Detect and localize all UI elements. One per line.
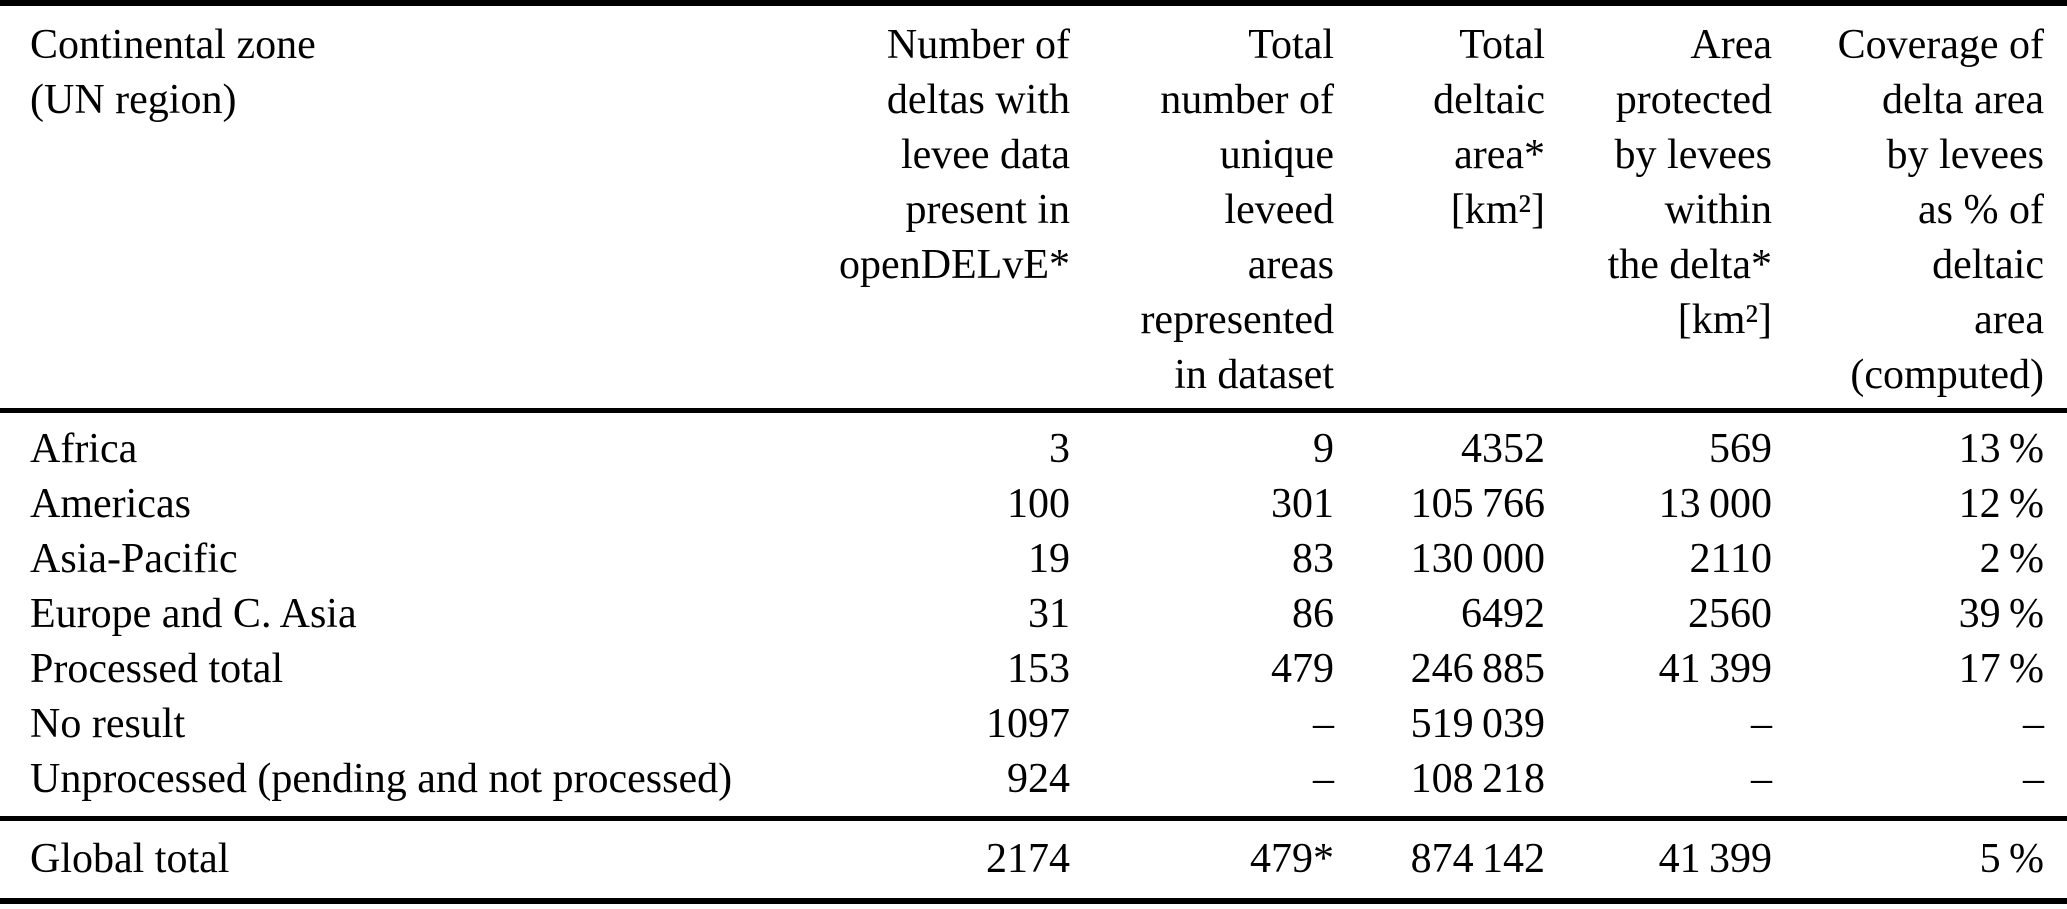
protected-area-cell: 13 000 <box>1658 481 1772 527</box>
zone-cell: Processed total <box>30 646 284 692</box>
leveed-areas-cell: 301 <box>1271 481 1334 527</box>
table-row-europe-c-asia: Europe and C. Asia 31 86 6492 2560 39 % <box>0 587 2067 642</box>
coverage-cell: 39 % <box>1958 591 2044 637</box>
coverage-cell: 17 % <box>1958 646 2044 692</box>
zone-cell: Americas <box>30 481 191 527</box>
coverage-cell: 12 % <box>1958 481 2044 527</box>
zone-cell: Unprocessed (pending and not processed) <box>30 756 733 802</box>
protected-area-cell: 41 399 <box>1658 646 1772 692</box>
leveed-areas-cell: 479* <box>1070 816 1334 901</box>
leveed-areas-cell: 86 <box>1292 591 1334 637</box>
table-footer: Global total 2174 479* 874 142 41 399 5 … <box>0 816 2067 901</box>
col-header-unique-leveed-areas: Total number of unique leveed areas repr… <box>1070 3 1334 413</box>
leveed-areas-cell: – <box>1313 701 1334 747</box>
deltaic-area-cell: 519 039 <box>1410 701 1545 747</box>
deltaic-area-cell: 246 885 <box>1410 646 1545 692</box>
header-row: Continental zone (UN region) Number of d… <box>0 3 2067 413</box>
table-body: Africa 3 9 4352 569 13 % Americas 100 30… <box>0 411 2067 819</box>
table-row-processed-total: Processed total 153 479 246 885 41 399 1… <box>0 642 2067 697</box>
coverage-cell: – <box>2023 701 2044 747</box>
protected-area-cell: 2110 <box>1689 536 1772 582</box>
table-row-asia-pacific: Asia-Pacific 19 83 130 000 2110 2 % <box>0 532 2067 587</box>
zone-cell: Asia-Pacific <box>30 536 238 582</box>
table-row-americas: Americas 100 301 105 766 13 000 12 % <box>0 477 2067 532</box>
deltaic-area-cell: 4352 <box>1461 426 1545 472</box>
col-header-continental-zone: Continental zone (UN region) <box>0 3 780 413</box>
deltas-cell: 19 <box>1028 536 1070 582</box>
table-row-global-total: Global total 2174 479* 874 142 41 399 5 … <box>0 816 2067 901</box>
protected-area-cell: 41 399 <box>1545 816 1772 901</box>
deltas-cell: 100 <box>1007 481 1070 527</box>
deltas-cell: 1097 <box>986 701 1070 747</box>
protected-area-cell: – <box>1751 756 1772 802</box>
deltas-cell: 31 <box>1028 591 1070 637</box>
leveed-areas-cell: – <box>1313 756 1334 802</box>
col-header-coverage: Coverage of delta area by levees as % of… <box>1772 3 2067 413</box>
leveed-areas-cell: 9 <box>1313 426 1334 472</box>
leveed-areas-cell: 479 <box>1271 646 1334 692</box>
zone-cell: No result <box>30 701 186 747</box>
coverage-cell: – <box>2023 756 2044 802</box>
deltas-cell: 3 <box>1049 426 1070 472</box>
protected-area-cell: – <box>1751 701 1772 747</box>
col-header-area-protected: Area protected by levees within the delt… <box>1545 3 1772 413</box>
coverage-cell: 13 % <box>1958 426 2044 472</box>
coverage-cell: 2 % <box>1979 536 2044 582</box>
zone-cell: Europe and C. Asia <box>30 591 357 637</box>
protected-area-cell: 2560 <box>1688 591 1772 637</box>
zone-cell: Global total <box>0 816 780 901</box>
protected-area-cell: 569 <box>1709 426 1772 472</box>
col-header-total-deltaic-area: Total deltaic area* [km²] <box>1334 3 1545 413</box>
table-header: Continental zone (UN region) Number of d… <box>0 3 2067 413</box>
deltas-cell: 2174 <box>780 816 1070 901</box>
deltaic-area-cell: 108 218 <box>1410 756 1545 802</box>
table-row-no-result: No result 1097 – 519 039 – – <box>0 697 2067 752</box>
leveed-areas-cell: 83 <box>1292 536 1334 582</box>
table-row-unprocessed: Unprocessed (pending and not processed) … <box>0 752 2067 819</box>
deltaic-area-cell: 874 142 <box>1334 816 1545 901</box>
deltaic-area-cell: 105 766 <box>1410 481 1545 527</box>
deltas-cell: 153 <box>1007 646 1070 692</box>
table-row-africa: Africa 3 9 4352 569 13 % <box>0 411 2067 478</box>
col-header-deltas-with-levee-data: Number of deltas with levee data present… <box>780 3 1070 413</box>
deltaic-area-cell: 130 000 <box>1410 536 1545 582</box>
deltaic-area-cell: 6492 <box>1461 591 1545 637</box>
zone-cell: Africa <box>30 426 138 472</box>
deltas-cell: 924 <box>1007 756 1070 802</box>
coverage-cell: 5 % <box>1772 816 2067 901</box>
